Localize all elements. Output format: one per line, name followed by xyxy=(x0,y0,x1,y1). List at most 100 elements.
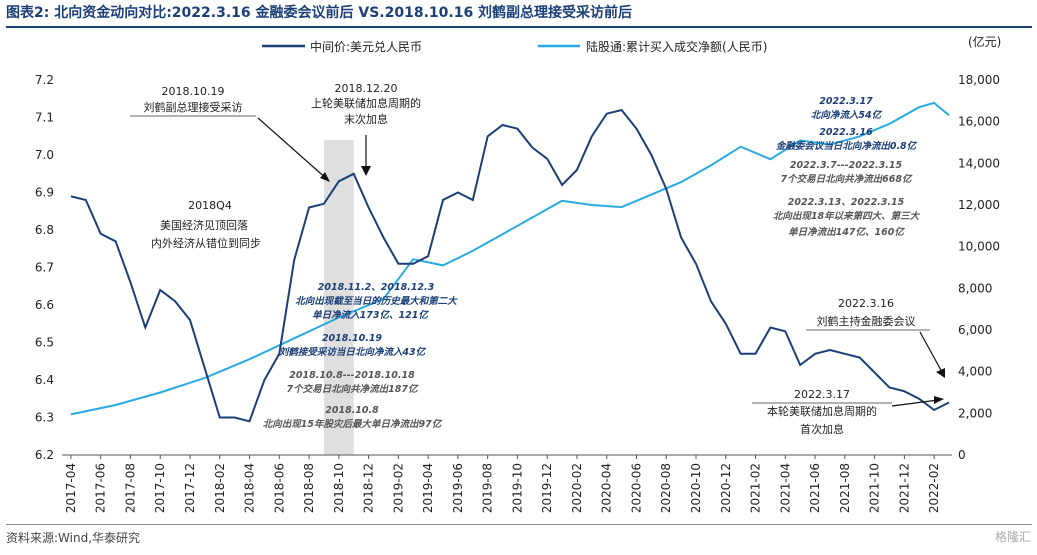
x-tick-label: 2021-10 xyxy=(868,463,882,513)
note2018-d-head: 2018.10.8 xyxy=(325,405,379,416)
annotation-2018-10-19-arrowhead xyxy=(320,172,330,182)
annotation-2022-3-16-arrowhead xyxy=(936,368,945,378)
note2018-c-head: 2018.10.8---2018.10.18 xyxy=(289,370,415,381)
x-tick-label: 2022-02 xyxy=(927,463,941,513)
y-right-tick-label: 4,000 xyxy=(958,365,992,379)
y-left-tick-label: 7.0 xyxy=(35,148,54,162)
x-tick-label: 2021-08 xyxy=(838,463,852,513)
x-tick-label: 2020-08 xyxy=(659,463,673,513)
note2022-c-head: 2022.3.7---2022.3.15 xyxy=(790,160,903,171)
x-tick-label: 2017-12 xyxy=(183,463,197,513)
x-tick-label: 2021-02 xyxy=(749,463,763,513)
note2018-a-line1: 北向出现截至当日的历史最大和第二大 xyxy=(295,295,458,307)
x-tick-label: 2017-08 xyxy=(123,463,137,513)
annotation-2022-3-17-arrowhead xyxy=(934,396,944,404)
note2022-d-line2: 单日净流出147亿、160亿 xyxy=(788,226,905,238)
x-tick-label: 2020-06 xyxy=(629,463,643,513)
watermark-logo: 格隆汇 xyxy=(994,530,1031,544)
x-tick-label: 2020-04 xyxy=(600,463,614,513)
y-right-tick-label: 18,000 xyxy=(958,73,1000,87)
note2018-a-head: 2018.11.2、2018.12.3 xyxy=(318,282,435,293)
annotation-2022-3-16-arrow xyxy=(919,331,943,373)
x-tick-label: 2020-10 xyxy=(689,463,703,513)
y-left-tick-label: 6.6 xyxy=(35,298,54,312)
x-tick-label: 2019-02 xyxy=(391,463,405,513)
y-right-ticks: 0 2,000 4,000 6,000 8,000 10,000 12,000 14,000 1… xyxy=(958,73,1000,462)
x-tick-label: 2019-06 xyxy=(451,463,465,513)
annotation-2018-12-20-text2: 末次加息 xyxy=(344,112,388,126)
x-tick-label: 2018-08 xyxy=(302,463,316,513)
y-left-tick-label: 7.1 xyxy=(35,111,54,125)
annotation-2018q4-label: 2018Q4 xyxy=(188,199,232,212)
x-tick-label: 2019-04 xyxy=(421,463,435,513)
x-ticks: 2017-04 2017-06 2017-08 2017-10 2017-12 2018-… xyxy=(64,455,941,513)
y-left-tick-label: 6.2 xyxy=(35,448,54,462)
y-left-tick-label: 6.3 xyxy=(35,411,54,425)
x-tick-label: 2020-02 xyxy=(570,463,584,513)
y-right-tick-label: 8,000 xyxy=(958,281,992,295)
source-note: 资料来源:Wind,华泰研究 xyxy=(6,524,1032,553)
y-left-tick-label: 6.5 xyxy=(35,336,54,350)
annotation-2018-10-19-arrow xyxy=(257,117,329,181)
annotation-2018q4-text: 美国经济见顶回落 xyxy=(160,218,248,232)
annotation-2018-12-20-text: 上轮美联储加息周期的 xyxy=(311,96,421,110)
y-right-tick-label: 16,000 xyxy=(958,115,1000,129)
x-tick-label: 2019-08 xyxy=(481,463,495,513)
annotation-2022-3-17-arrow xyxy=(891,399,939,407)
y-right-tick-label: 6,000 xyxy=(958,323,992,337)
note2018-d-line1: 北向出现15年股灾后最大单日净流出97亿 xyxy=(263,418,443,430)
x-tick-label: 2021-06 xyxy=(808,463,822,513)
annotation-2018q4-text2: 内外经济从错位到同步 xyxy=(151,236,261,250)
x-tick-label: 2021-12 xyxy=(897,463,911,513)
x-tick-label: 2018-10 xyxy=(332,463,346,513)
y-left-tick-label: 6.7 xyxy=(35,261,54,275)
note2018-b-head: 2018.10.19 xyxy=(322,333,382,344)
x-tick-label: 2020-12 xyxy=(719,463,733,513)
x-tick-label: 2019-10 xyxy=(510,463,524,513)
note2018-b-line1: 刘鹤接受采访当日北向净流入43亿 xyxy=(279,346,427,358)
y-right-tick-label: 10,000 xyxy=(958,240,1000,254)
annotation-2022-3-17-date: 2022.3.17 xyxy=(794,388,850,401)
y-left-tick-label: 7.2 xyxy=(35,73,54,87)
note2022-d-head: 2022.3.13、2022.3.15 xyxy=(788,197,905,208)
x-tick-label: 2018-02 xyxy=(213,463,227,513)
y-right-tick-label: 12,000 xyxy=(958,198,1000,212)
annotation-2018-12-20-date: 2018.12.20 xyxy=(335,82,398,95)
note2022-a-line1: 北向净流入54亿 xyxy=(811,109,883,121)
y-left-tick-label: 6.9 xyxy=(35,186,54,200)
series-line-left xyxy=(70,108,950,423)
y-right-tick-label: 2,000 xyxy=(958,406,992,420)
note2022-b-head: 2022.3.16 xyxy=(819,127,873,138)
chart-title: 图表2: 北向资金动向对比:2022.3.16 金融委会议前后 VS.2018.… xyxy=(6,2,1032,28)
y-left-ticks: 6.2 6.3 6.4 6.5 6.6 6.7 6.8 6.9 7.0 7.1 7.2 xyxy=(35,73,54,462)
annotation-2022-3-17-text: 本轮美联储加息周期的 xyxy=(767,404,877,418)
x-tick-label: 2021-04 xyxy=(778,463,792,513)
annotation-2022-3-16-text: 刘鹤主持金融委会议 xyxy=(817,314,916,328)
y-left-tick-label: 6.8 xyxy=(35,223,54,237)
note2022-b-line1: 金融委会议当日北向净流出0.8亿 xyxy=(776,140,918,152)
x-tick-label: 2019-12 xyxy=(540,463,554,513)
legend-label-right: 陆股通:累计买入成交净额(人民币) xyxy=(586,39,767,54)
x-tick-label: 2018-04 xyxy=(243,463,257,513)
shaded-period xyxy=(323,140,354,455)
annotation-2018-10-19-date: 2018.10.19 xyxy=(162,85,225,98)
x-tick-label: 2017-04 xyxy=(64,463,78,513)
annotation-2018-10-19-text: 刘鹤副总理接受采访 xyxy=(144,100,243,114)
x-tick-label: 2017-10 xyxy=(153,463,167,513)
y-right-tick-label: 0 xyxy=(958,448,966,462)
note2018-c-line1: 7个交易日北向共净流出187亿 xyxy=(287,383,419,395)
note2022-c-line1: 7个交易日北向共净流出668亿 xyxy=(781,173,913,185)
y-left-tick-label: 6.4 xyxy=(35,373,54,387)
annotation-2018-12-20-arrowhead xyxy=(361,166,371,176)
annotation-2022-3-16-date: 2022.3.16 xyxy=(838,297,894,310)
x-tick-label: 2018-12 xyxy=(362,463,376,513)
y-right-tick-label: 14,000 xyxy=(958,156,1000,170)
right-axis-unit: (亿元) xyxy=(968,34,1001,49)
series-line-right xyxy=(70,101,950,416)
note2022-d-line1: 北向出现18年以来第四大、第三大 xyxy=(773,210,921,222)
legend-label-left: 中间价:美元兑人民币 xyxy=(310,39,422,54)
x-tick-label: 2017-06 xyxy=(94,463,108,513)
note2022-a-head: 2022.3.17 xyxy=(819,96,873,107)
annotation-2022-3-17-text2: 首次加息 xyxy=(800,422,844,436)
